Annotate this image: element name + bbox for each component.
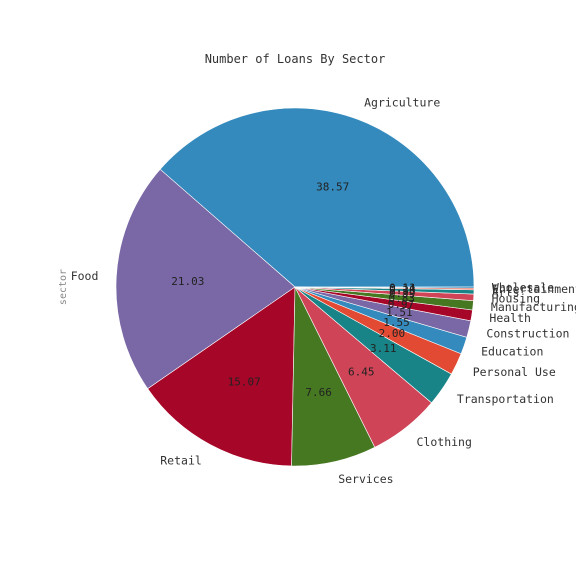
- slice-percent-label: 0.11: [389, 281, 416, 294]
- slice-percent-label: 0.38: [389, 284, 416, 297]
- slice-percent-label: 0.83: [389, 292, 416, 305]
- slice-category-label: Personal Use: [473, 365, 556, 379]
- pie-slices: [115, 107, 475, 467]
- slice-category-label: Housing: [492, 291, 540, 305]
- pie-slice: [294, 286, 475, 289]
- slice-percent-label: 21.03: [171, 275, 204, 288]
- slice-category-label: Agriculture: [364, 96, 440, 110]
- slice-percent-label: 3.11: [370, 342, 397, 355]
- chart-title: Number of Loans By Sector: [205, 52, 386, 66]
- slice-percent-label: 38.57: [316, 180, 349, 193]
- slice-percent-label: 7.66: [305, 386, 332, 399]
- slice-percent-label: 0.59: [389, 287, 416, 300]
- category-labels: Agriculture Food Retail Services Clothing Tra…: [71, 96, 576, 487]
- slice-percent-label: 2.00: [379, 327, 406, 340]
- slice-category-label: Arts: [492, 285, 520, 299]
- slice-category-label: Construction: [486, 326, 569, 340]
- slice-category-label: Food: [71, 269, 99, 283]
- slice-category-label: Clothing: [417, 435, 472, 449]
- pie-slice: [147, 286, 296, 467]
- slice-percent-label: 15.07: [228, 376, 261, 389]
- y-axis-label: sector: [58, 269, 69, 305]
- slice-category-label: Education: [481, 344, 543, 358]
- slice-category-label: Retail: [160, 454, 202, 468]
- slice-category-label: Health: [489, 311, 531, 325]
- slice-category-label: Wholesale: [492, 281, 554, 295]
- slice-category-label: Services: [338, 472, 393, 486]
- slice-percent-label: 1.51: [386, 306, 413, 319]
- slice-category-label: Manufacturing: [491, 300, 576, 314]
- slice-category-label: Entertainment: [492, 282, 576, 296]
- slice-percent-label: 0.14: [389, 282, 416, 295]
- slice-percent-label: 6.45: [348, 366, 375, 379]
- pie-slice: [159, 107, 475, 288]
- slice-percent-label: 1.55: [383, 316, 410, 329]
- percent-labels: 38.5721.0315.077.666.453.112.001.551.510…: [171, 180, 416, 398]
- slice-percent-label: 0.97: [388, 298, 415, 311]
- slice-category-label: Transportation: [457, 392, 554, 406]
- pie-slice: [115, 168, 296, 390]
